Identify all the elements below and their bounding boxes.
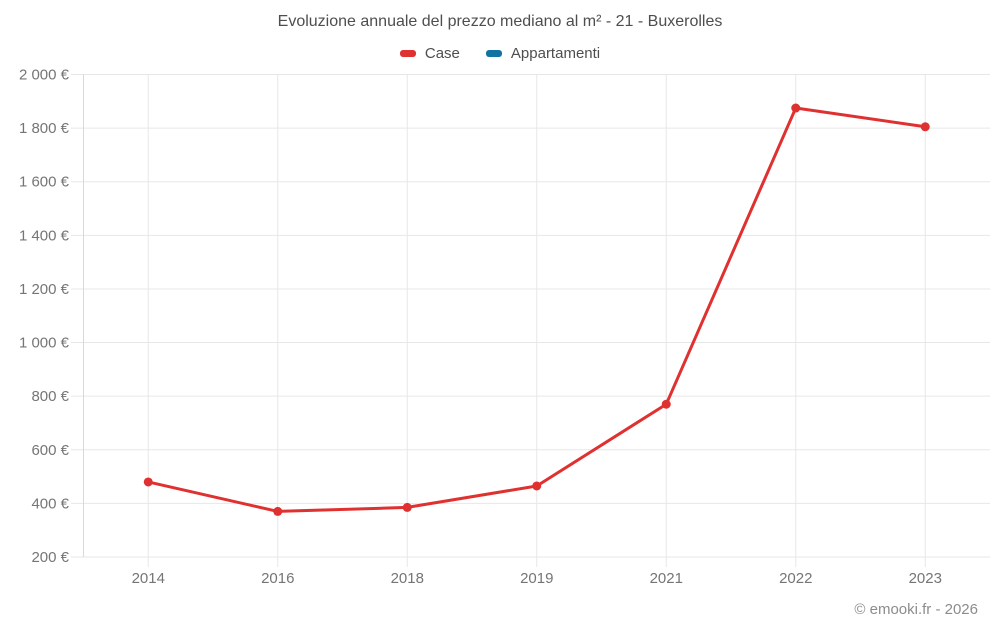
y-axis-tick-label: 1 000 €: [19, 335, 70, 352]
data-point-case-2022[interactable]: [791, 103, 801, 113]
y-axis-tick-label: 1 600 €: [19, 174, 70, 191]
data-point-case-2016[interactable]: [273, 506, 283, 516]
x-axis-tick-label: 2014: [132, 570, 165, 587]
y-axis-tick-label: 200 €: [31, 549, 69, 566]
case-series-swatch-icon: [399, 50, 416, 57]
y-axis-tick-label: 800 €: [31, 388, 69, 405]
legend-item-appartamenti[interactable]: Appartamenti: [485, 45, 601, 62]
data-point-case-2023[interactable]: [920, 122, 930, 132]
data-point-case-2021[interactable]: [661, 399, 671, 409]
legend-label-case: Case: [424, 45, 460, 62]
x-axis-tick-label: 2018: [391, 570, 424, 587]
y-axis-tick-label: 1 400 €: [19, 227, 70, 244]
legend-label-appartamenti: Appartamenti: [510, 45, 601, 62]
x-axis-tick-label: 2022: [779, 570, 812, 587]
y-axis-tick-label: 400 €: [31, 495, 69, 512]
copyright: © emooki.fr - 2026: [854, 601, 978, 618]
data-point-case-2019[interactable]: [532, 481, 542, 491]
x-axis-tick-label: 2016: [261, 570, 294, 587]
data-point-case-2018[interactable]: [402, 502, 412, 512]
legend-item-case[interactable]: Case: [399, 45, 460, 62]
y-axis-tick-label: 1 200 €: [19, 281, 70, 298]
appartamenti-series-swatch-icon: [485, 50, 502, 57]
y-axis-tick-label: 1 800 €: [19, 120, 70, 137]
x-axis-tick-label: 2021: [650, 570, 683, 587]
y-axis-tick-label: 2 000 €: [19, 67, 70, 84]
chart-title: Evoluzione annuale del prezzo mediano al…: [277, 13, 723, 30]
data-point-case-2014[interactable]: [143, 477, 153, 487]
x-axis-tick-label: 2023: [909, 570, 942, 587]
x-axis-tick-label: 2019: [520, 570, 553, 587]
y-axis-tick-label: 600 €: [31, 442, 69, 459]
chart-legend: Case Appartamenti: [0, 45, 1000, 62]
